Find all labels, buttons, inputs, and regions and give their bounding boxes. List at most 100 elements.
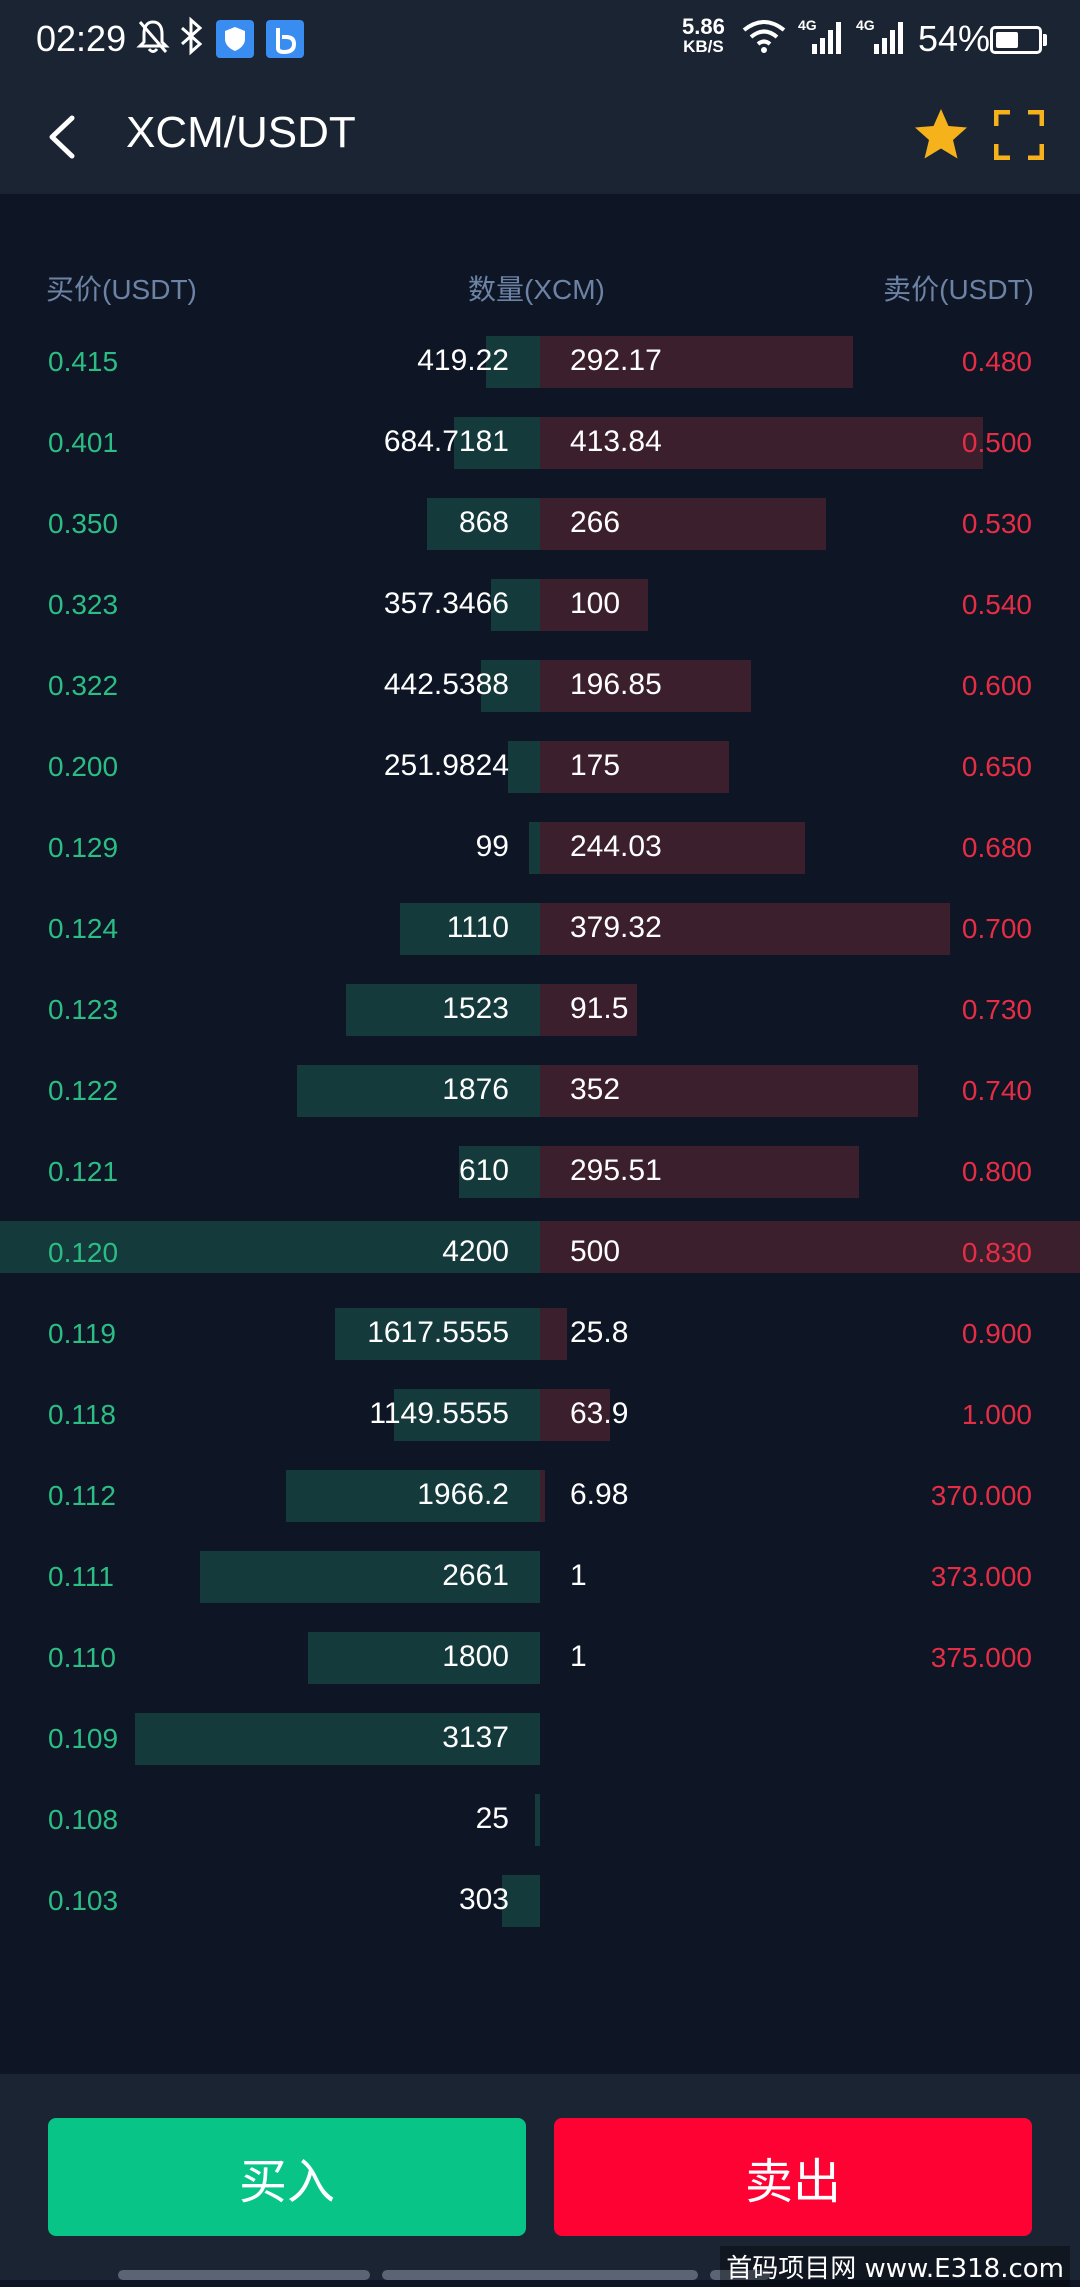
buy-quantity: 303 (458, 1883, 509, 1916)
buy-price: 0.401 (48, 427, 119, 458)
sell-depth-bar (540, 903, 950, 955)
sell-price: 0.800 (961, 1156, 1032, 1187)
sell-depth-bar (540, 1308, 567, 1360)
buy-quantity: 684.7181 (383, 425, 509, 458)
order-row[interactable]: 0.121 610 295.51 0.800 (0, 1132, 1080, 1213)
battery-icon (990, 26, 1042, 54)
order-row[interactable]: 0.129 99 244.03 0.680 (0, 808, 1080, 889)
watermark: 首码项目网 www.E318.com (720, 2246, 1070, 2287)
sell-quantity: 352 (570, 1073, 621, 1106)
buy-quantity: 99 (475, 830, 509, 863)
buy-quantity: 4200 (442, 1235, 509, 1268)
buy-price: 0.129 (48, 832, 119, 863)
shield-app-icon (216, 20, 254, 58)
buy-button[interactable]: 买入 (48, 2118, 526, 2236)
buy-depth-bar (0, 1221, 540, 1273)
buy-depth-bar (508, 741, 540, 793)
order-row[interactable]: 0.118 1149.5555 63.9 1.000 (0, 1375, 1080, 1456)
sell-depth-bar (540, 579, 648, 631)
back-arrow-icon[interactable] (42, 110, 82, 164)
buy-quantity: 251.9824 (383, 749, 509, 782)
sell-quantity: 244.03 (570, 830, 662, 863)
buy-quantity: 610 (458, 1154, 509, 1187)
sell-price: 0.500 (961, 427, 1032, 458)
sell-depth-bar (540, 1065, 918, 1117)
order-row[interactable]: 0.110 1800 1 375.000 (0, 1618, 1080, 1699)
buy-quantity: 1876 (442, 1073, 509, 1106)
order-row[interactable]: 0.200 251.9824 175 0.650 (0, 727, 1080, 808)
order-row[interactable]: 0.120 4200 500 0.830 (0, 1213, 1080, 1294)
order-row[interactable]: 0.108 25 (0, 1780, 1080, 1861)
sell-quantity: 25.8 (570, 1316, 629, 1349)
buy-quantity: 1800 (442, 1640, 509, 1673)
sell-quantity: 100 (570, 587, 621, 620)
buy-depth-bar (454, 417, 540, 469)
sell-depth-bar (540, 822, 805, 874)
buy-depth-bar (346, 984, 540, 1036)
buy-depth-bar (335, 1308, 540, 1360)
order-row[interactable]: 0.322 442.5388 196.85 0.600 (0, 646, 1080, 727)
sell-depth-bar (540, 660, 751, 712)
wifi-icon (742, 20, 786, 53)
order-row[interactable]: 0.415 419.22 292.17 0.480 (0, 322, 1080, 403)
sell-depth-bar (540, 1221, 1080, 1273)
sell-quantity: 266 (570, 506, 621, 539)
order-row[interactable]: 0.119 1617.5555 25.8 0.900 (0, 1294, 1080, 1375)
signal-icon: 4G (798, 17, 841, 54)
sell-quantity: 1 (570, 1559, 587, 1592)
buy-quantity: 1110 (446, 911, 509, 944)
buy-price: 0.110 (48, 1642, 116, 1673)
sell-button[interactable]: 卖出 (554, 2118, 1032, 2236)
buy-quantity: 2661 (442, 1559, 509, 1592)
buy-price: 0.109 (48, 1723, 119, 1754)
order-row[interactable]: 0.103 303 (0, 1861, 1080, 1942)
order-row[interactable]: 0.111 2661 1 373.000 (0, 1537, 1080, 1618)
order-row[interactable]: 0.112 1966.2 6.98 370.000 (0, 1456, 1080, 1537)
buy-price: 0.122 (48, 1075, 119, 1106)
nav-indicator (382, 2270, 698, 2280)
bluetooth-icon (181, 16, 203, 56)
order-row[interactable]: 0.109 3137 (0, 1699, 1080, 1780)
buy-price: 0.415 (48, 346, 119, 377)
sell-price: 0.830 (961, 1237, 1032, 1268)
buy-price: 0.112 (48, 1480, 116, 1511)
sell-price: 0.530 (961, 508, 1032, 539)
buy-price: 0.111 (48, 1561, 114, 1592)
sell-quantity: 91.5 (570, 992, 629, 1025)
action-bar: 买入 卖出 首码项目网 www.E318.com (0, 2074, 1080, 2287)
sell-price: 0.480 (961, 346, 1032, 377)
order-row[interactable]: 0.401 684.7181 413.84 0.500 (0, 403, 1080, 484)
sell-quantity: 413.84 (570, 425, 662, 458)
sell-price: 0.680 (961, 832, 1032, 863)
sell-depth-bar (540, 1146, 859, 1198)
sell-depth-bar (540, 984, 637, 1036)
sell-quantity: 379.32 (570, 911, 662, 944)
fullscreen-icon[interactable] (994, 110, 1044, 160)
sell-quantity: 500 (570, 1235, 621, 1268)
sell-depth-bar (540, 1470, 545, 1522)
sell-depth-bar (540, 741, 729, 793)
buy-price: 0.323 (48, 589, 119, 620)
order-row[interactable]: 0.323 357.3466 100 0.540 (0, 565, 1080, 646)
sell-quantity: 175 (570, 749, 621, 782)
buy-quantity: 868 (458, 506, 509, 539)
sell-price: 0.730 (961, 994, 1032, 1025)
sell-quantity: 295.51 (570, 1154, 662, 1187)
order-row[interactable]: 0.123 1523 91.5 0.730 (0, 970, 1080, 1051)
sell-depth-bar (540, 498, 826, 550)
buy-depth-bar (535, 1794, 540, 1846)
status-bar: 02:29 5.86 KB/S 4G 4G 54% (0, 0, 1080, 80)
network-type-2: 4G (856, 17, 875, 33)
order-row[interactable]: 0.122 1876 352 0.740 (0, 1051, 1080, 1132)
buy-quantity: 419.22 (417, 344, 509, 377)
buy-depth-bar (427, 498, 540, 550)
order-row[interactable]: 0.124 1110 379.32 0.700 (0, 889, 1080, 970)
buy-price: 0.118 (48, 1399, 116, 1430)
star-icon[interactable] (912, 106, 970, 164)
nav-indicator (118, 2270, 370, 2280)
buy-price: 0.200 (48, 751, 119, 782)
buy-depth-bar (297, 1065, 540, 1117)
battery-tip (1043, 34, 1047, 46)
order-row[interactable]: 0.350 868 266 0.530 (0, 484, 1080, 565)
sell-depth-bar (540, 1389, 610, 1441)
